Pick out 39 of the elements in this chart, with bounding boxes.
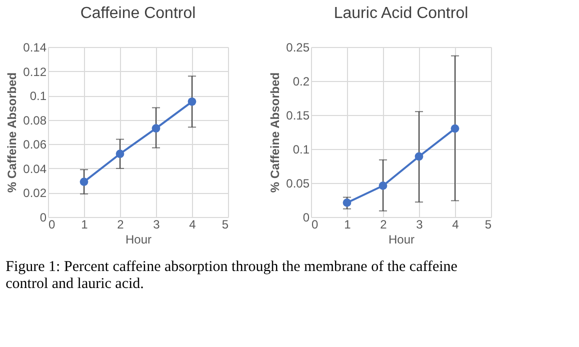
- y-tick-label: 0.06: [23, 138, 47, 152]
- y-tick-label: 0.05: [286, 176, 310, 190]
- point: [342, 198, 352, 207]
- y-tick-label: 0.08: [23, 113, 47, 128]
- y-tick-label: 0.25: [286, 40, 310, 54]
- x-tick-label: 0: [48, 218, 56, 232]
- point: [414, 152, 424, 161]
- x-tick-label: 0: [312, 218, 318, 232]
- point: [450, 124, 460, 133]
- point: [80, 178, 88, 186]
- x-tick-label: 5: [484, 218, 492, 232]
- x-tick-label: 3: [153, 218, 160, 232]
- y-axis-title: % Caffeine Absorbed: [5, 72, 20, 193]
- point: [378, 182, 388, 190]
- x-tick-label: 1: [81, 218, 88, 232]
- y-tick-label: 0.04: [23, 162, 47, 176]
- y-tick-label: 0.2: [292, 74, 310, 88]
- x-tick-label: 4: [452, 218, 460, 232]
- y-tick-label: 0.02: [23, 186, 47, 200]
- y-tick-label: 0.1: [30, 89, 47, 104]
- point: [116, 150, 124, 158]
- y-tick-label: 0.12: [23, 64, 47, 79]
- y-tick-label: 0.15: [286, 108, 310, 122]
- caption: Figure 1: Percent caffeine absorption through the membrane of the caffeine control and lauric acid.: [6, 259, 458, 292]
- chart-title: Caffeine Control: [80, 5, 196, 22]
- point: [152, 124, 160, 133]
- x-tick-label: 1: [344, 218, 352, 232]
- chart-title: Lauric Acid Control: [334, 5, 468, 22]
- point: [188, 97, 196, 106]
- x-tick-label: 2: [380, 218, 388, 232]
- x-axis-title: Hour: [388, 232, 415, 246]
- x-axis-title: Hour: [125, 232, 152, 246]
- x-tick-label: 2: [117, 218, 124, 232]
- x-tick-label: 3: [416, 218, 424, 232]
- y-tick-label: 0.14: [23, 40, 47, 54]
- x-tick-label: 5: [222, 218, 229, 232]
- x-tick-label: 4: [189, 218, 196, 232]
- y-axis-title: % Caffeine Absorbed: [268, 72, 282, 193]
- y-tick-label: 0.1: [292, 142, 310, 156]
